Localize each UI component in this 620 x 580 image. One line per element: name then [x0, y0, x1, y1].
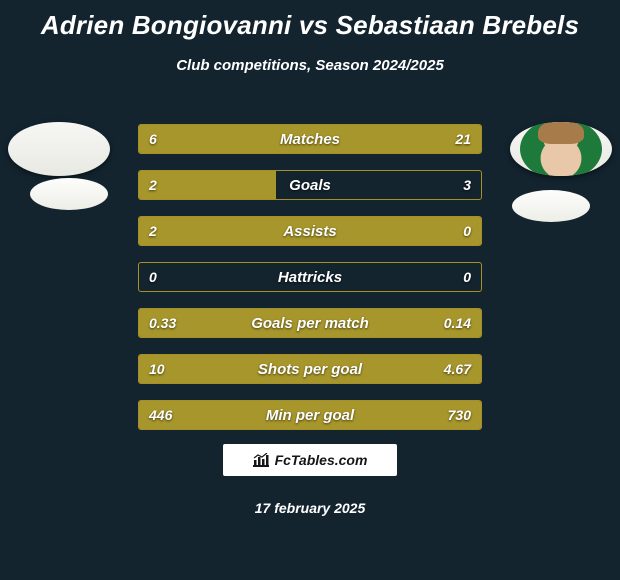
- stat-row: 0.330.14Goals per match: [138, 308, 482, 338]
- footer-text: FcTables.com: [275, 452, 368, 468]
- stat-label: Matches: [139, 125, 481, 153]
- player-left-badge-blank: [30, 178, 108, 210]
- date-text: 17 february 2025: [0, 500, 620, 516]
- player-right-badge-blank: [512, 190, 590, 222]
- stat-row: 104.67Shots per goal: [138, 354, 482, 384]
- comparison-bars: 621Matches 23Goals 20Assists 00Hattricks 0.3…: [138, 124, 482, 446]
- stat-row: 621Matches: [138, 124, 482, 154]
- stat-label: Min per goal: [139, 401, 481, 429]
- stat-row: 00Hattricks: [138, 262, 482, 292]
- stat-label: Hattricks: [139, 263, 481, 291]
- stat-row: 20Assists: [138, 216, 482, 246]
- stat-label: Assists: [139, 217, 481, 245]
- page-title: Adrien Bongiovanni vs Sebastiaan Brebels: [0, 0, 620, 41]
- stat-row: 446730Min per goal: [138, 400, 482, 430]
- stat-label: Goals: [139, 171, 481, 199]
- stat-label: Shots per goal: [139, 355, 481, 383]
- player-left-avatar: [8, 122, 110, 176]
- footer-badge[interactable]: FcTables.com: [223, 444, 397, 476]
- chart-icon: [253, 453, 269, 467]
- stat-row: 23Goals: [138, 170, 482, 200]
- subtitle: Club competitions, Season 2024/2025: [0, 57, 620, 74]
- stat-label: Goals per match: [139, 309, 481, 337]
- player-right-avatar: [510, 122, 612, 176]
